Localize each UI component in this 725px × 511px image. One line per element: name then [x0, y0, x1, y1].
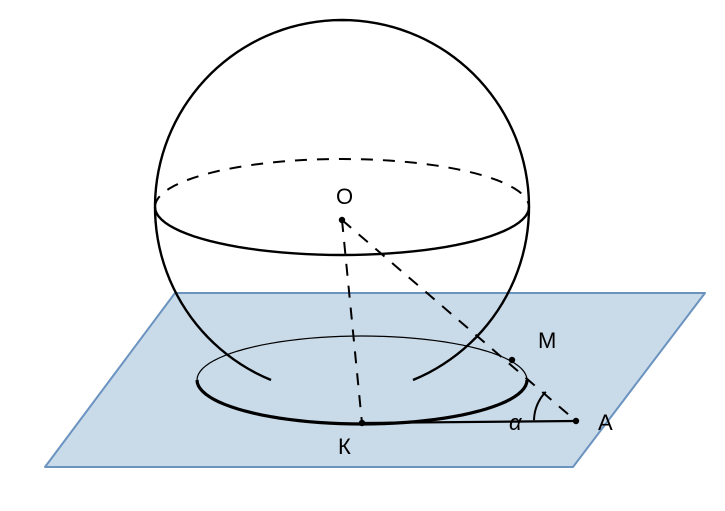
label-A: А — [598, 410, 613, 436]
diagram-container: О К М А α — [0, 0, 725, 506]
label-alpha: α — [509, 410, 522, 436]
label-M: М — [538, 328, 556, 354]
label-K: К — [338, 434, 351, 460]
geometry-svg — [0, 0, 725, 506]
label-O: О — [336, 184, 353, 210]
